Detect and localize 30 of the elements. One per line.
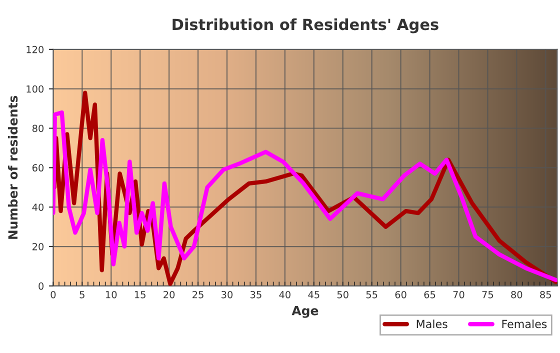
- y-tick-label: 40: [32, 204, 44, 211]
- x-tick-label: 30: [222, 290, 233, 298]
- legend-label: Females: [502, 320, 547, 328]
- x-tick-label: 10: [106, 290, 117, 298]
- x-tick-label: 75: [482, 291, 494, 298]
- x-tick-label: 25: [192, 290, 204, 298]
- x-tick-label: 0: [50, 290, 56, 298]
- x-tick-label: 5: [80, 291, 84, 298]
- x-tick-label: 15: [134, 291, 146, 298]
- y-tick-label: 20: [32, 242, 44, 250]
- x-tick-label: 45: [308, 291, 320, 298]
- x-tick-label: 65: [424, 290, 436, 298]
- x-tick-label: 40: [279, 290, 290, 298]
- y-tick-label: 60: [32, 164, 44, 172]
- chart-title: Distribution of Residents' Ages: [172, 18, 438, 34]
- x-tick-label: 85: [540, 290, 551, 298]
- x-tick-label: 80: [511, 290, 522, 298]
- x-tick-label: 70: [453, 290, 464, 298]
- x-tick-label: 35: [250, 290, 262, 298]
- y-tick-label: 0: [38, 282, 44, 290]
- legend-label: Males: [416, 320, 448, 328]
- y-tick-label: 120: [26, 46, 44, 54]
- x-tick-label: 20: [164, 290, 175, 298]
- x-tick-label: 55: [366, 291, 378, 298]
- x-axis-title: Age: [292, 306, 318, 318]
- y-axis-title: Number of residents: [8, 96, 18, 239]
- x-tick-label: 60: [395, 290, 406, 298]
- x-tick-label: 50: [337, 290, 348, 298]
- y-tick-label: 100: [26, 85, 44, 93]
- y-tick-label: 80: [32, 124, 44, 132]
